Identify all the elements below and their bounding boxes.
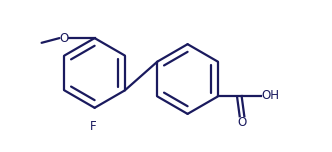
Text: O: O [237, 116, 247, 128]
Text: F: F [90, 121, 96, 133]
Text: OH: OH [261, 89, 279, 102]
Text: O: O [59, 32, 68, 45]
